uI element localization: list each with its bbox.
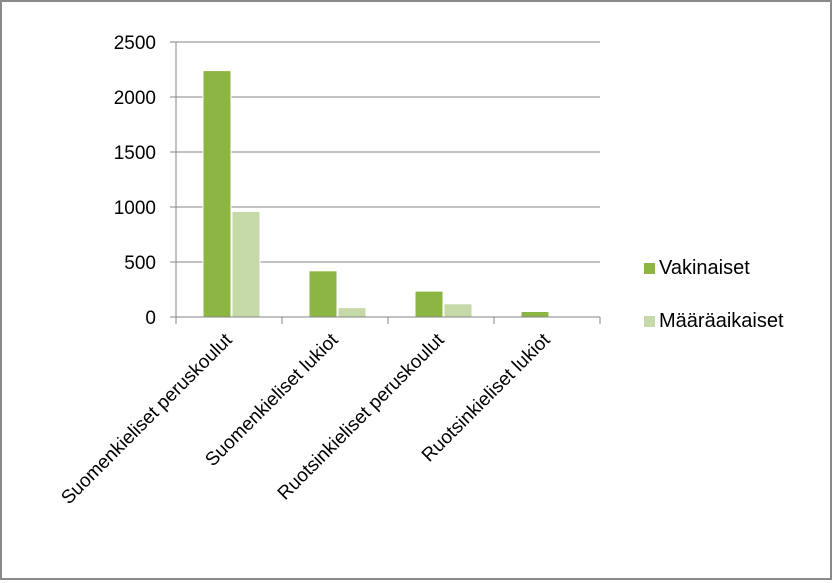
y-tick-label: 1500 bbox=[114, 143, 156, 164]
y-tick-label: 500 bbox=[124, 253, 156, 274]
x-tick-label: Ruotsinkieliset peruskoulut bbox=[274, 329, 449, 504]
bars bbox=[202, 70, 579, 318]
bar-maaraaikaiset bbox=[231, 210, 261, 318]
y-tick-labels: 0 500 1000 1500 2000 2500 bbox=[114, 33, 156, 329]
y-tick-label: 1000 bbox=[114, 198, 156, 219]
legend-label: Vakinaiset bbox=[659, 257, 750, 279]
y-tick-label: 0 bbox=[145, 308, 156, 329]
bar-vakinaiset bbox=[202, 70, 232, 318]
bar-vakinaiset bbox=[520, 311, 550, 318]
x-tick-label: Suomenkieliset peruskoulut bbox=[57, 329, 237, 509]
legend: Vakinaiset Määräaikaiset bbox=[644, 257, 784, 332]
legend-label: Määräaikaiset bbox=[659, 310, 784, 332]
axes bbox=[170, 41, 601, 324]
bar-vakinaiset bbox=[308, 270, 338, 318]
legend-swatch bbox=[644, 316, 655, 327]
gridlines bbox=[176, 41, 600, 263]
bar-maaraaikaiset bbox=[443, 303, 473, 318]
y-tick-label: 2000 bbox=[114, 88, 156, 109]
x-tick-labels: Suomenkieliset peruskoulutSuomenkieliset… bbox=[57, 329, 555, 509]
legend-swatch bbox=[644, 263, 655, 274]
bar-maaraaikaiset bbox=[337, 307, 367, 318]
y-tick-label: 2500 bbox=[114, 33, 156, 54]
bar-vakinaiset bbox=[414, 290, 444, 318]
